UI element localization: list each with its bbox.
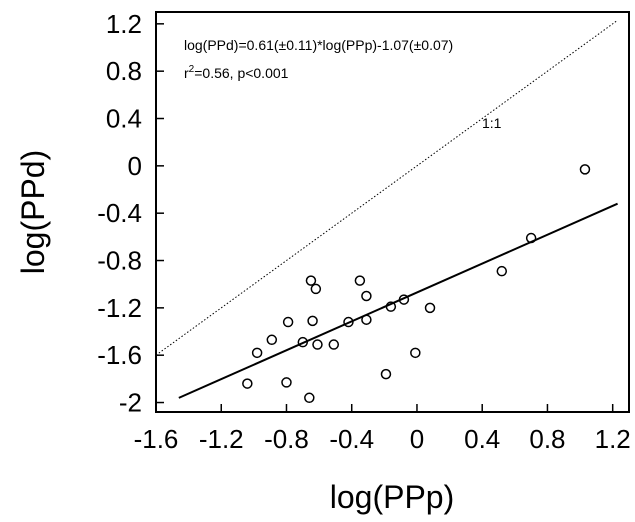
identity-line-label: 1:1 — [482, 115, 502, 131]
x-tick-label: 0 — [410, 424, 424, 454]
y-axis-title: log(PPd) — [15, 150, 51, 275]
data-point — [424, 302, 436, 314]
y-tick-label: -2 — [119, 388, 142, 418]
data-point — [266, 334, 278, 346]
y-tick-label: -1.2 — [97, 293, 142, 323]
identity-line-layer — [155, 19, 618, 356]
data-point — [343, 316, 354, 328]
data-point — [579, 164, 591, 175]
data-point — [385, 301, 397, 312]
data-point — [242, 378, 253, 389]
data-point — [282, 316, 294, 328]
plot-frame — [155, 11, 630, 413]
y-tick-label: 0.4 — [106, 104, 142, 134]
r-squared-annotation: r2=0.56, p<0.001 — [184, 64, 289, 81]
x-tick-label: 0.8 — [529, 424, 565, 454]
data-point — [328, 339, 340, 350]
x-axis-title: log(PPp) — [330, 479, 455, 515]
data-point — [380, 368, 392, 380]
data-point — [496, 265, 508, 277]
data-point — [525, 232, 537, 244]
x-tick-label: -0.4 — [329, 424, 374, 454]
x-tick-label: -1.2 — [199, 424, 244, 454]
data-point — [410, 347, 421, 359]
y-tick-label: 0 — [128, 151, 142, 181]
data-point — [251, 347, 263, 359]
data-point — [307, 315, 318, 327]
x-tick-label: -1.6 — [134, 424, 179, 454]
y-tick-label: 0.8 — [106, 56, 142, 86]
y-tick-label: 1.2 — [106, 9, 142, 39]
data-point — [354, 275, 366, 286]
data-point — [361, 314, 372, 325]
y-axis-ticks: -2 -1.6 -1.2 -0.8 -0.4 0 0.4 0.8 1.2 — [97, 9, 164, 418]
identity-line — [155, 19, 618, 356]
y-tick-label: -1.6 — [97, 340, 142, 370]
x-tick-label: 1.2 — [595, 424, 631, 454]
data-point — [281, 377, 292, 388]
y-tick-label: -0.8 — [97, 246, 142, 276]
data-point — [310, 283, 322, 295]
y-tick-label: -0.4 — [97, 198, 142, 228]
data-point — [297, 336, 309, 348]
data-points-layer — [242, 164, 591, 404]
regression-line — [178, 202, 618, 399]
equation-annotation: log(PPd)=0.61(±0.11)*log(PPp)-1.07(±0.07… — [184, 37, 453, 53]
data-point — [304, 392, 315, 404]
data-point — [398, 294, 410, 305]
data-point — [312, 339, 323, 350]
data-point — [361, 290, 372, 302]
regression-line-layer — [178, 202, 618, 399]
x-tick-label: 0.4 — [464, 424, 500, 454]
x-tick-label: -0.8 — [264, 424, 309, 454]
data-point — [305, 275, 317, 286]
x-axis-ticks: -1.6 -1.2 -0.8 -0.4 0 0.4 0.8 1.2 — [134, 404, 631, 454]
